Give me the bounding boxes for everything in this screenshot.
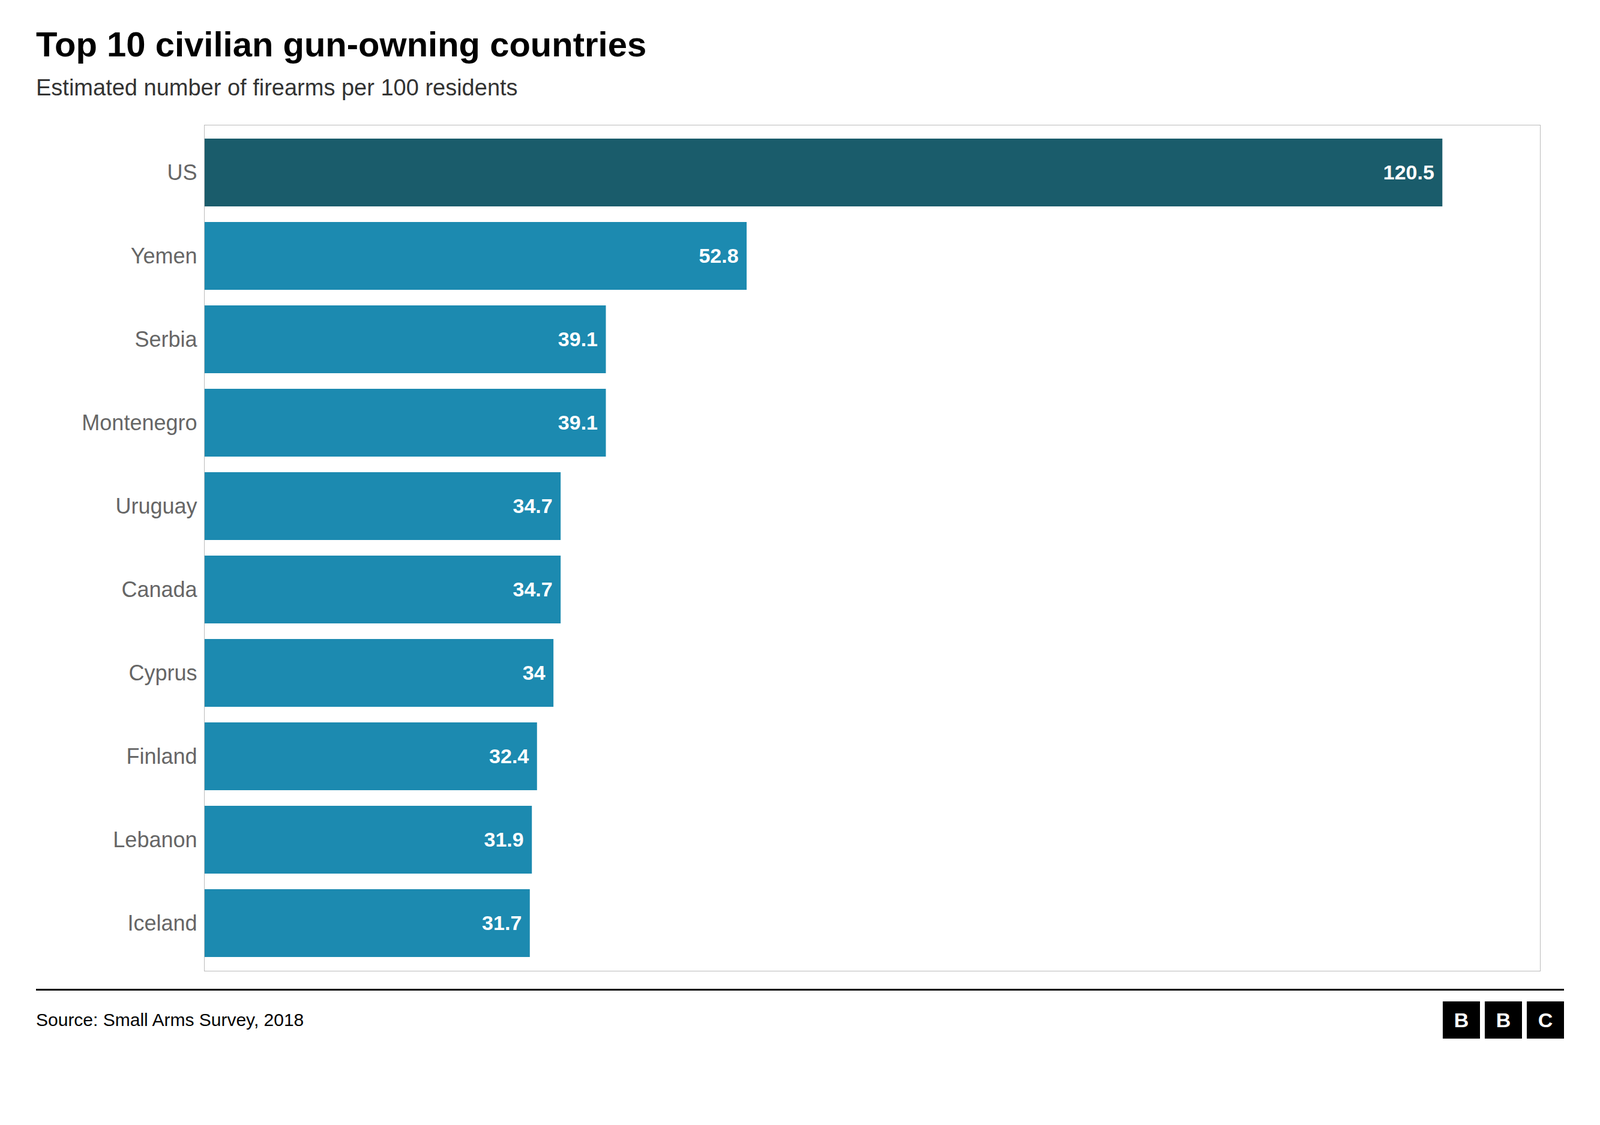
svg-text:Canada: Canada bbox=[121, 577, 198, 602]
html-text:Source: Small Arms Survey, 201: Source: Small Arms Survey, 2018 bbox=[36, 1010, 304, 1030]
html-text:Estimated number of firearms p: Estimated number of firearms per 100 res… bbox=[36, 75, 518, 101]
svg-text:31.7: 31.7 bbox=[481, 911, 522, 935]
svg-text:Finland: Finland bbox=[126, 744, 197, 769]
svg-text:32.4: 32.4 bbox=[489, 744, 529, 768]
svg-text:39.1: 39.1 bbox=[558, 411, 598, 434]
svg-text:Cyprus: Cyprus bbox=[128, 660, 197, 686]
svg-text:52.8: 52.8 bbox=[698, 244, 739, 268]
svg-text:Yemen: Yemen bbox=[130, 243, 198, 269]
html-text:B: B bbox=[1495, 1008, 1511, 1032]
svg-text:34.7: 34.7 bbox=[512, 577, 553, 601]
svg-text:34.7: 34.7 bbox=[512, 494, 553, 518]
svg-text:Lebanon: Lebanon bbox=[112, 827, 197, 853]
html-text:B: B bbox=[1453, 1008, 1469, 1032]
html-text:C: C bbox=[1538, 1008, 1553, 1032]
svg-text:Uruguay: Uruguay bbox=[115, 493, 197, 519]
svg-text:US: US bbox=[166, 160, 197, 185]
svg-text:120.5: 120.5 bbox=[1383, 160, 1435, 184]
svg-text:39.1: 39.1 bbox=[558, 327, 598, 351]
svg-text:31.9: 31.9 bbox=[484, 828, 524, 852]
svg-text:34: 34 bbox=[522, 661, 546, 685]
svg-text:Montenegro: Montenegro bbox=[81, 410, 197, 436]
html-text:Top 10 civilian gun-owning cou: Top 10 civilian gun-owning countries bbox=[36, 24, 647, 64]
svg-text:Iceland: Iceland bbox=[127, 911, 197, 936]
svg-text:Serbia: Serbia bbox=[134, 327, 198, 352]
